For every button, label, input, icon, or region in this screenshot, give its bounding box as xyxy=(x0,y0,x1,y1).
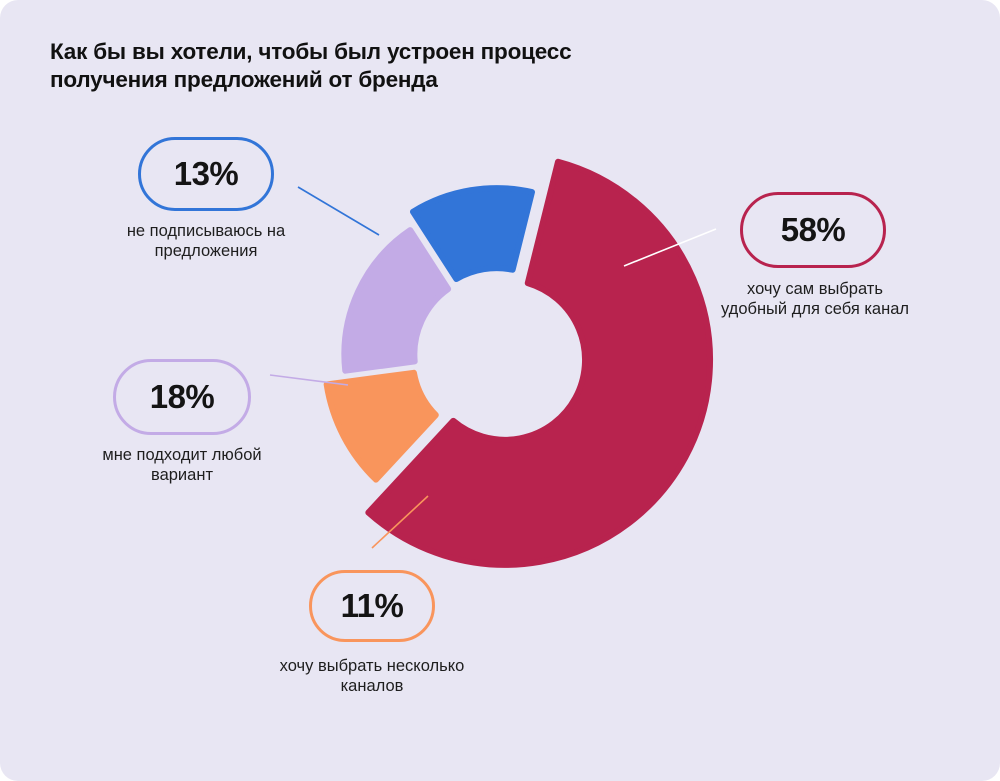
donut-slice xyxy=(409,185,535,283)
slice-caption: мне подходит любой вариант xyxy=(102,446,262,484)
slice-caption: не подписываюсь на предложения xyxy=(126,222,286,260)
leader-line xyxy=(371,495,429,549)
donut-slice xyxy=(323,369,439,483)
slice-caption: хочу выбрать несколько каналов xyxy=(279,657,465,695)
chart-title: Как бы вы хотели, чтобы был устроен проц… xyxy=(50,39,572,92)
leader-line xyxy=(623,228,717,267)
leader-line xyxy=(297,186,380,236)
percent-badge: 18% xyxy=(113,359,251,435)
percent-badge: 13% xyxy=(138,137,274,211)
percent-badge: 58% xyxy=(740,192,886,268)
leader-line xyxy=(269,374,349,386)
slice-caption: хочу сам выбрать удобный для себя канал xyxy=(720,280,910,318)
donut-slice xyxy=(365,158,714,568)
donut-slice xyxy=(341,227,452,374)
percent-badge: 11% xyxy=(309,570,435,642)
